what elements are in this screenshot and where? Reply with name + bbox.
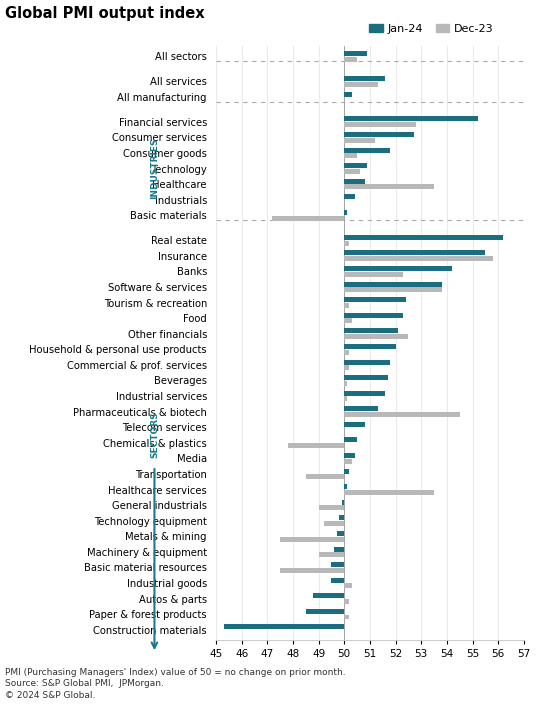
Bar — [345, 334, 408, 339]
Bar — [342, 500, 345, 505]
Bar — [324, 521, 345, 526]
Bar — [306, 609, 345, 614]
Bar — [345, 375, 388, 380]
Bar — [345, 422, 364, 427]
Bar — [334, 547, 345, 552]
Legend: Jan-24, Dec-23: Jan-24, Dec-23 — [365, 19, 498, 38]
Bar — [280, 537, 345, 542]
Bar — [345, 360, 390, 365]
Bar — [345, 164, 367, 169]
Bar — [345, 76, 386, 81]
Bar — [339, 515, 345, 520]
Bar — [345, 184, 434, 189]
Bar — [345, 154, 357, 159]
Bar — [345, 210, 347, 215]
Bar — [345, 179, 364, 184]
Bar — [345, 396, 347, 401]
Bar — [319, 506, 345, 510]
Bar — [313, 593, 345, 598]
Bar — [345, 328, 398, 333]
Bar — [336, 531, 345, 536]
Bar — [345, 250, 485, 255]
Bar — [345, 122, 416, 127]
Bar — [345, 92, 352, 97]
Bar — [345, 412, 460, 417]
Text: SECTORS: SECTORS — [150, 412, 159, 459]
Bar — [345, 381, 347, 386]
Bar — [273, 215, 345, 220]
Bar — [345, 313, 403, 318]
Bar — [345, 583, 352, 588]
Bar — [345, 51, 367, 56]
Bar — [332, 578, 345, 583]
Bar — [345, 437, 357, 442]
Bar — [332, 562, 345, 567]
Bar — [345, 469, 349, 474]
Bar — [306, 474, 345, 479]
Bar — [345, 319, 352, 324]
Bar — [345, 484, 347, 489]
Bar — [345, 490, 434, 495]
Bar — [345, 282, 442, 287]
Bar — [345, 459, 352, 464]
Bar — [345, 266, 452, 271]
Bar — [345, 194, 354, 199]
Bar — [345, 297, 406, 302]
Bar — [345, 57, 357, 62]
Bar — [345, 240, 349, 245]
Bar — [224, 624, 345, 629]
Bar — [345, 303, 349, 308]
Bar — [345, 169, 360, 173]
Bar — [345, 614, 349, 619]
Bar — [345, 599, 349, 604]
Bar — [345, 117, 478, 122]
Bar — [345, 256, 493, 261]
Bar — [345, 132, 414, 137]
Bar — [345, 82, 377, 87]
Bar — [319, 552, 345, 557]
Bar — [345, 344, 395, 349]
Bar — [345, 406, 377, 411]
Bar — [345, 365, 349, 370]
Bar — [345, 272, 403, 277]
Text: INDUSTRIES: INDUSTRIES — [150, 138, 159, 199]
Text: PMI (Purchasing Managers' Index) value of 50 = no change on prior month.: PMI (Purchasing Managers' Index) value o… — [5, 668, 346, 677]
Bar — [288, 443, 345, 448]
Bar — [345, 287, 442, 292]
Bar — [345, 391, 386, 396]
Bar — [345, 453, 354, 458]
Text: © 2024 S&P Global.: © 2024 S&P Global. — [5, 690, 96, 700]
Bar — [345, 148, 390, 153]
Bar — [345, 235, 503, 240]
Text: Global PMI output index: Global PMI output index — [5, 6, 205, 21]
Bar — [280, 568, 345, 573]
Bar — [345, 138, 375, 143]
Bar — [345, 350, 349, 355]
Text: Source: S&P Global PMI,  JPMorgan.: Source: S&P Global PMI, JPMorgan. — [5, 679, 164, 688]
